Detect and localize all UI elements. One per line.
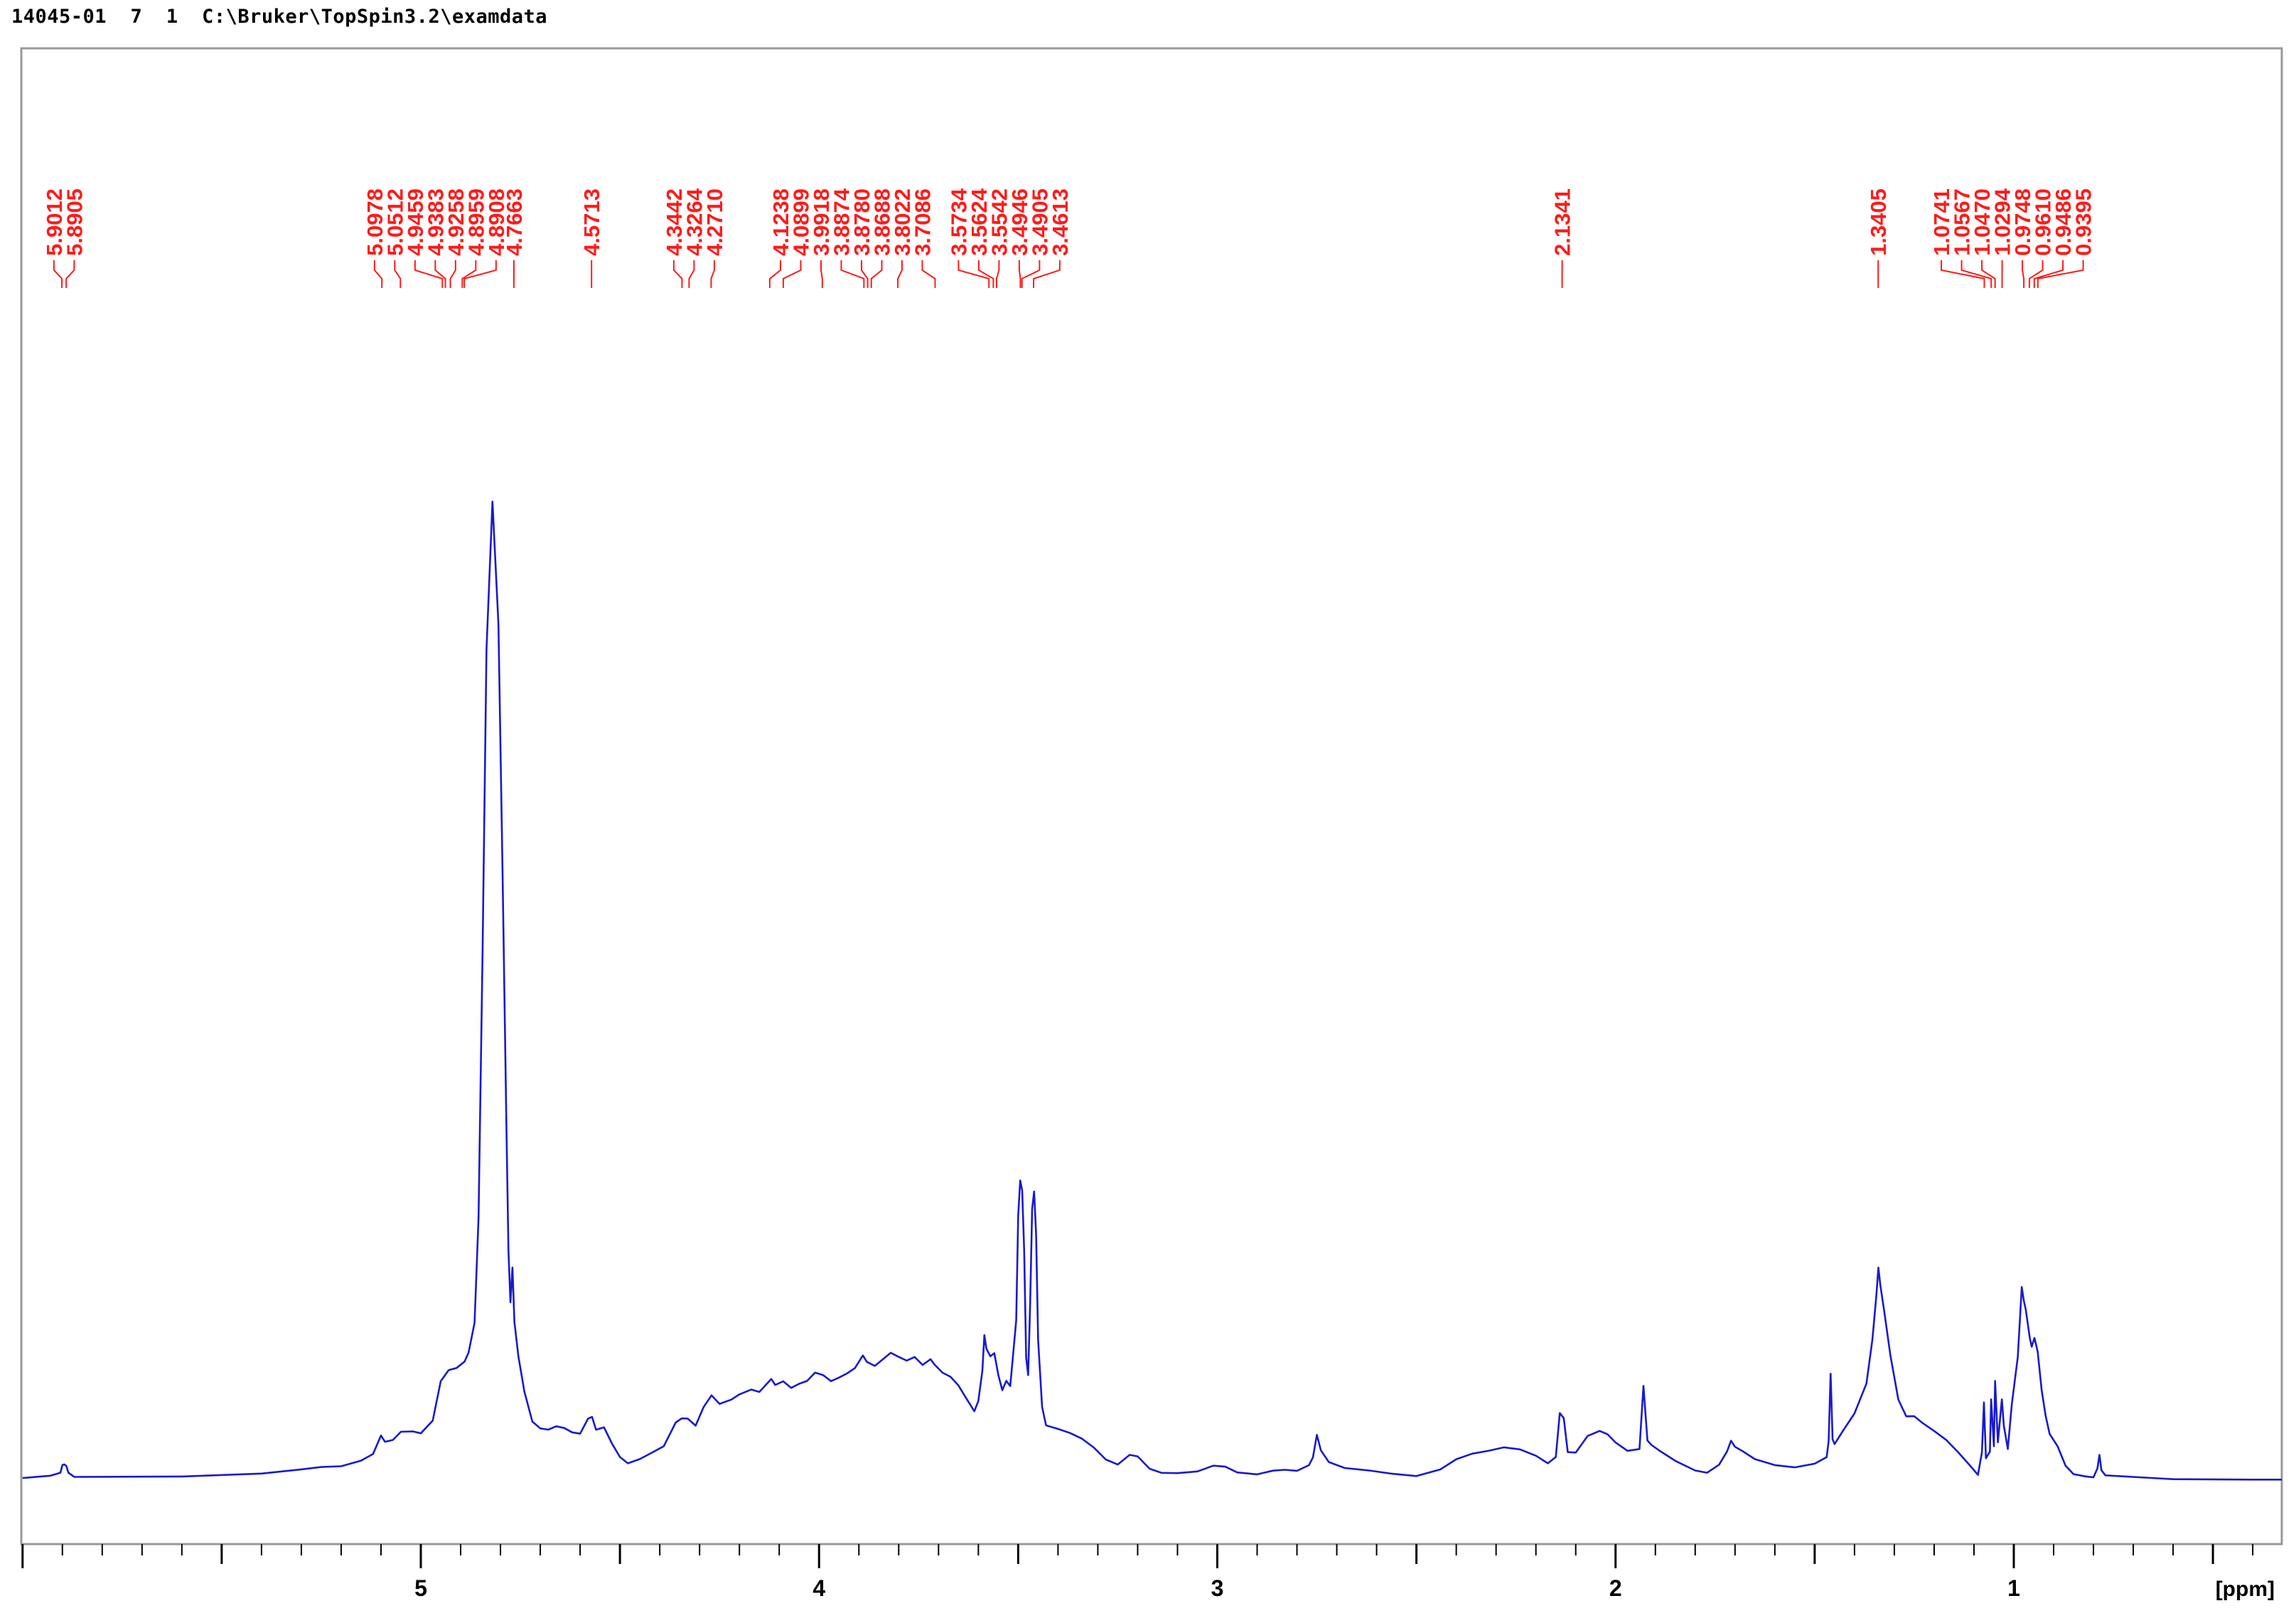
x-tick-label: 3 [1211, 1575, 1224, 1601]
peak-label-leader [394, 260, 402, 288]
peak-label-leader [2037, 260, 2084, 288]
peak-label-leader [434, 260, 446, 288]
peak-label-leader [1960, 260, 1992, 288]
peak-label: 0.9748 [2010, 188, 2035, 256]
peak-label-leader [461, 260, 477, 288]
peak-label: 0.9395 [2071, 188, 2096, 256]
peak-label-leader [870, 260, 883, 288]
peak-label-leader [921, 260, 936, 288]
peak-label: 3.8874 [829, 188, 854, 256]
peak-label-leader [688, 260, 695, 288]
peak-label-leader [1941, 260, 1985, 288]
x-tick-label: 4 [812, 1575, 825, 1601]
peak-label: 3.4905 [1027, 188, 1052, 256]
peak-label: 4.3442 [662, 188, 687, 256]
peak-label: 3.9918 [809, 188, 834, 256]
peak-label-leader [1981, 260, 1996, 288]
peak-label: 5.0512 [382, 188, 407, 256]
peak-label: 1.0470 [1970, 188, 1995, 256]
peak-label-leader [768, 260, 781, 288]
plot-frame [20, 47, 2283, 1546]
peak-label: 4.5713 [579, 188, 604, 256]
peak-label: 5.9012 [42, 188, 67, 256]
peak-label-leader [1018, 260, 1021, 288]
peak-label-leader [996, 260, 1000, 288]
dataset-path-header: 14045-01 7 1 C:\Bruker\TopSpin3.2\examda… [11, 6, 547, 28]
x-axis-unit-label: [ppm] [2216, 1578, 2275, 1601]
peak-label: 4.9383 [423, 188, 448, 256]
x-tick-label: 5 [414, 1575, 427, 1601]
peak-label: 1.0567 [1950, 188, 1975, 256]
peak-label: 1.0741 [1929, 188, 1954, 256]
peak-label: 5.8905 [62, 188, 87, 256]
peak-label-leader [820, 260, 823, 288]
peak-label-leader [1033, 260, 1061, 288]
spectrum-layer [22, 500, 2282, 1481]
peak-label-leader [840, 260, 865, 288]
peak-label-leader [860, 260, 869, 288]
peak-label: 5.0978 [363, 188, 387, 256]
peak-label-leader [373, 260, 383, 288]
peak-label: 4.9258 [444, 188, 468, 256]
peak-label-leader [782, 260, 802, 288]
peak-label-leader [2033, 260, 2064, 288]
peak-label-leader [463, 260, 497, 288]
x-tick-label: 2 [1609, 1575, 1622, 1601]
peak-label: 4.0899 [788, 188, 813, 256]
peak-label-leader [1021, 260, 1041, 288]
peak-label-leader [449, 260, 456, 288]
peak-label-leader [53, 260, 63, 288]
peak-label: 1.0294 [1990, 188, 2015, 256]
peak-label-leader [957, 260, 990, 288]
peak-label-leader [65, 260, 75, 288]
x-tick-label: 1 [2007, 1575, 2020, 1601]
peak-label: 3.4946 [1007, 188, 1032, 256]
peak-label-leader [897, 260, 903, 288]
peak-label: 0.9610 [2031, 188, 2056, 256]
peak-label: 1.3405 [1866, 188, 1891, 256]
peak-label: 4.1238 [768, 188, 793, 256]
peak-label: 3.4613 [1048, 188, 1073, 256]
peak-label: 3.8688 [869, 188, 894, 256]
peak-label: 4.8959 [463, 188, 488, 256]
peak-label: 3.5624 [967, 188, 992, 256]
peak-label: 4.9459 [403, 188, 428, 256]
peak-label-leader [672, 260, 683, 288]
peak-label-leader [977, 260, 994, 288]
peak-label-leader [414, 260, 444, 288]
peak-label: 3.7086 [910, 188, 935, 256]
peak-label: 3.8022 [890, 188, 915, 256]
peak-label: 4.8908 [484, 188, 509, 256]
spectrum-trace [22, 500, 2282, 1481]
peak-label-leader [2028, 260, 2044, 288]
peak-label-leader [710, 260, 715, 288]
peak-label: 2.1341 [1550, 188, 1575, 256]
peak-label: 4.2710 [702, 188, 727, 256]
peak-label: 4.7663 [502, 188, 527, 256]
peak-label: 3.5542 [987, 188, 1012, 256]
peak-label: 0.9486 [2051, 188, 2076, 256]
peak-label-leader [2022, 260, 2025, 288]
x-axis: 5 4 3 2 1 [ppm] [21, 1543, 2282, 1601]
peak-label: 3.5734 [946, 188, 971, 256]
peak-label: 3.8780 [849, 188, 874, 256]
peak-label: 4.3264 [682, 188, 707, 256]
